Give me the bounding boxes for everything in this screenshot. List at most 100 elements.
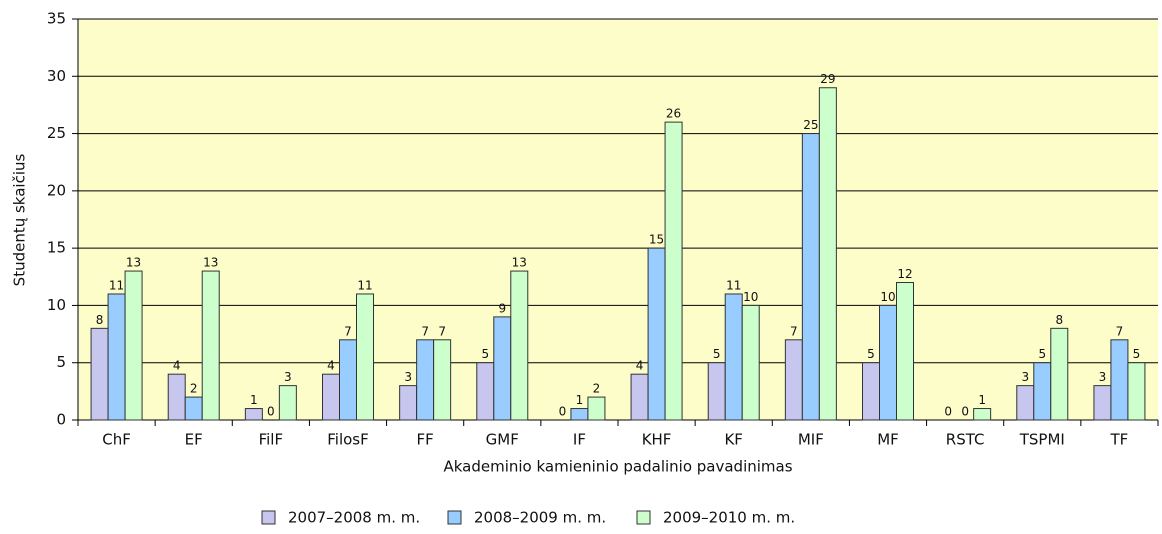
data-label: 3 [284, 370, 292, 384]
legend-label: 2008–2009 m. m. [474, 509, 606, 527]
data-label: 4 [173, 359, 181, 373]
data-label: 12 [897, 267, 912, 281]
y-tick-label: 10 [47, 296, 66, 314]
bar [1033, 362, 1052, 421]
bar [879, 304, 897, 421]
bar [322, 373, 340, 421]
bar [356, 293, 374, 421]
legend-swatch [447, 510, 462, 525]
data-label: 4 [636, 359, 644, 373]
y-axis-label: Studentų skaičius [11, 153, 29, 286]
bar [493, 316, 512, 421]
bar [664, 121, 683, 421]
bar [167, 373, 186, 421]
data-label: 5 [713, 347, 721, 361]
legend-label: 2007–2008 m. m. [288, 509, 420, 527]
bar [707, 362, 726, 421]
legend-swatch [636, 510, 651, 525]
data-label: 7 [438, 324, 446, 338]
bar [278, 385, 297, 421]
bar [741, 304, 760, 421]
data-label: 1 [978, 393, 986, 407]
x-tick-label: RSTC [946, 431, 985, 449]
bar [244, 408, 263, 421]
data-label: 29 [820, 72, 835, 86]
data-label: 7 [344, 324, 352, 338]
y-tick-label: 30 [47, 67, 66, 85]
y-tick-label: 5 [56, 353, 66, 371]
data-label: 5 [1133, 347, 1141, 361]
data-label: 8 [96, 313, 104, 327]
bar [399, 385, 418, 421]
data-label: 7 [1116, 324, 1124, 338]
data-label: 10 [880, 290, 895, 304]
data-label: 2 [190, 382, 198, 396]
y-tick-label: 35 [47, 10, 66, 28]
x-tick-label: EF [185, 431, 203, 449]
bar [1110, 339, 1129, 421]
data-label: 1 [250, 393, 258, 407]
data-label: 1 [576, 393, 584, 407]
bar [433, 339, 452, 421]
x-tick-label: TF [1110, 431, 1129, 449]
x-tick-label: GMF [486, 431, 519, 449]
bar [1050, 327, 1069, 421]
y-tick-label: 15 [47, 239, 66, 257]
data-label: 5 [1038, 347, 1046, 361]
y-tick-label: 0 [56, 411, 66, 429]
bar [587, 396, 606, 421]
data-label: 3 [1021, 370, 1029, 384]
data-label: 11 [726, 278, 741, 292]
x-tick-label: IF [573, 431, 586, 449]
data-label: 11 [109, 278, 124, 292]
bar [1127, 362, 1146, 421]
bar [647, 247, 666, 421]
data-label: 10 [743, 290, 758, 304]
data-label: 7 [421, 324, 429, 338]
data-label: 3 [1099, 370, 1107, 384]
data-label: 5 [481, 347, 489, 361]
legend-swatch [261, 510, 276, 525]
bar [724, 293, 743, 421]
plot-area [78, 19, 1158, 420]
x-tick-label: FilF [259, 431, 284, 449]
y-tick-label: 20 [47, 181, 66, 199]
data-label: 0 [961, 405, 969, 419]
x-tick-label: TSPMI [1019, 431, 1065, 449]
bar [339, 339, 357, 421]
data-label: 11 [357, 278, 372, 292]
data-label: 3 [404, 370, 412, 384]
bar [184, 396, 203, 421]
bar [973, 408, 992, 421]
bar [818, 87, 837, 421]
data-label: 26 [666, 107, 681, 121]
bar [630, 373, 649, 421]
x-axis-label: Akademinio kamieninio padalinio pavadini… [443, 458, 792, 476]
data-label: 7 [790, 324, 798, 338]
bar [510, 270, 529, 421]
data-label: 5 [867, 347, 875, 361]
data-label: 0 [944, 405, 952, 419]
x-tick-label: KF [724, 431, 742, 449]
data-label: 0 [559, 405, 567, 419]
y-tick-label: 25 [47, 124, 66, 142]
data-label: 2 [593, 382, 601, 396]
legend-label: 2009–2010 m. m. [663, 509, 795, 527]
data-label: 4 [327, 359, 335, 373]
x-tick-label: MF [877, 431, 899, 449]
bar [201, 270, 220, 421]
x-tick-label: FilosF [327, 431, 369, 449]
data-label: 13 [126, 256, 141, 270]
bar [124, 270, 143, 421]
data-label: 13 [512, 256, 527, 270]
data-label: 0 [267, 405, 275, 419]
data-label: 15 [649, 233, 664, 247]
data-label: 8 [1055, 313, 1063, 327]
bar [476, 362, 495, 421]
bar [1093, 385, 1112, 421]
bar [784, 339, 803, 421]
bar [801, 133, 820, 421]
x-tick-label: KHF [642, 431, 672, 449]
bar [416, 339, 435, 421]
